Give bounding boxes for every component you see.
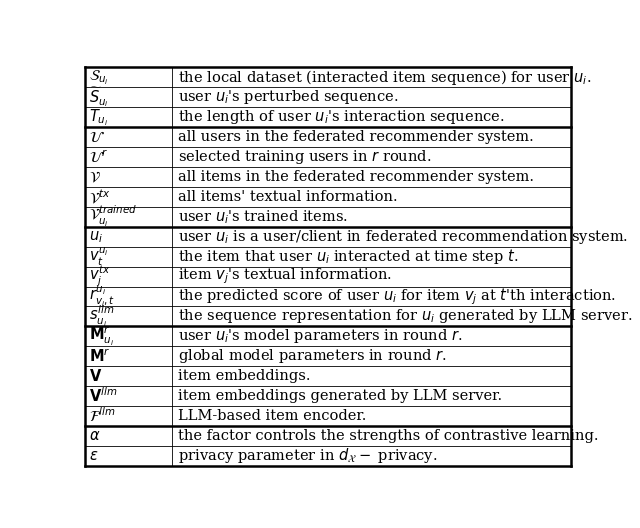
Text: $\mathcal{V}^{trained}_{u_i}$: $\mathcal{V}^{trained}_{u_i}$: [89, 204, 137, 229]
Text: item $v_j$'s textual information.: item $v_j$'s textual information.: [178, 267, 392, 286]
Text: $v_t^{u_i}$: $v_t^{u_i}$: [89, 246, 109, 268]
Text: $\mathcal{V}^{tx}$: $\mathcal{V}^{tx}$: [89, 187, 111, 206]
Text: global model parameters in round $r$.: global model parameters in round $r$.: [178, 347, 447, 365]
Text: $r_{v_j,t}^{u_i}$: $r_{v_j,t}^{u_i}$: [89, 284, 115, 309]
Text: item embeddings generated by LLM server.: item embeddings generated by LLM server.: [178, 389, 502, 403]
Text: $\mathbf{M}^r$: $\mathbf{M}^r$: [89, 347, 110, 365]
Text: $\widetilde{S}_{u_i}$: $\widetilde{S}_{u_i}$: [89, 86, 109, 109]
Text: $\mathbf{M}_{u_i}^r$: $\mathbf{M}_{u_i}^r$: [89, 325, 114, 348]
Text: user $u_i$'s trained items.: user $u_i$'s trained items.: [178, 208, 348, 225]
Text: user $u_i$ is a user/client in federated recommendation system.: user $u_i$ is a user/client in federated…: [178, 228, 628, 246]
Text: $\mathcal{U}$: $\mathcal{U}$: [89, 130, 105, 145]
Text: $\mathcal{U}^r$: $\mathcal{U}^r$: [89, 148, 108, 166]
Text: $v_j^{tx}$: $v_j^{tx}$: [89, 264, 111, 289]
Text: the factor controls the strengths of contrastive learning.: the factor controls the strengths of con…: [178, 429, 598, 443]
Text: $\epsilon$: $\epsilon$: [89, 449, 99, 463]
Text: $T_{u_i}$: $T_{u_i}$: [89, 107, 108, 128]
Text: $\alpha$: $\alpha$: [89, 429, 100, 443]
Text: privacy parameter in $d_\mathcal{X}-$ privacy.: privacy parameter in $d_\mathcal{X}-$ pr…: [178, 447, 437, 465]
Text: all items in the federated recommender system.: all items in the federated recommender s…: [178, 170, 534, 184]
Text: item embeddings.: item embeddings.: [178, 369, 310, 383]
Text: LLM-based item encoder.: LLM-based item encoder.: [178, 409, 366, 423]
Text: the item that user $u_i$ interacted at time step $t$.: the item that user $u_i$ interacted at t…: [178, 247, 518, 266]
Text: $\mathbf{V}$: $\mathbf{V}$: [89, 368, 102, 384]
Text: user $u_i$'s perturbed sequence.: user $u_i$'s perturbed sequence.: [178, 88, 398, 106]
Text: user $u_i$'s model parameters in round $r$.: user $u_i$'s model parameters in round $…: [178, 327, 462, 345]
Text: $s_{u_i}^{llm}$: $s_{u_i}^{llm}$: [89, 304, 115, 329]
Text: the local dataset (interacted item sequence) for user $u_i$.: the local dataset (interacted item seque…: [178, 68, 591, 87]
Text: $u_i$: $u_i$: [89, 229, 103, 244]
Text: the length of user $u_i$'s interaction sequence.: the length of user $u_i$'s interaction s…: [178, 108, 504, 126]
Text: $\mathcal{V}$: $\mathcal{V}$: [89, 169, 101, 184]
Text: all users in the federated recommender system.: all users in the federated recommender s…: [178, 130, 534, 144]
Text: the sequence representation for $u_i$ generated by LLM server.: the sequence representation for $u_i$ ge…: [178, 307, 632, 325]
Text: the predicted score of user $u_i$ for item $v_j$ at $t$'th interaction.: the predicted score of user $u_i$ for it…: [178, 286, 616, 307]
Text: $\mathbf{V}^{llm}$: $\mathbf{V}^{llm}$: [89, 387, 117, 406]
Text: $\mathcal{S}_{u_i}$: $\mathcal{S}_{u_i}$: [89, 68, 109, 87]
Text: all items' textual information.: all items' textual information.: [178, 190, 397, 204]
Text: selected training users in $r$ round.: selected training users in $r$ round.: [178, 148, 431, 166]
Text: $\mathcal{F}^{llm}$: $\mathcal{F}^{llm}$: [89, 407, 116, 426]
